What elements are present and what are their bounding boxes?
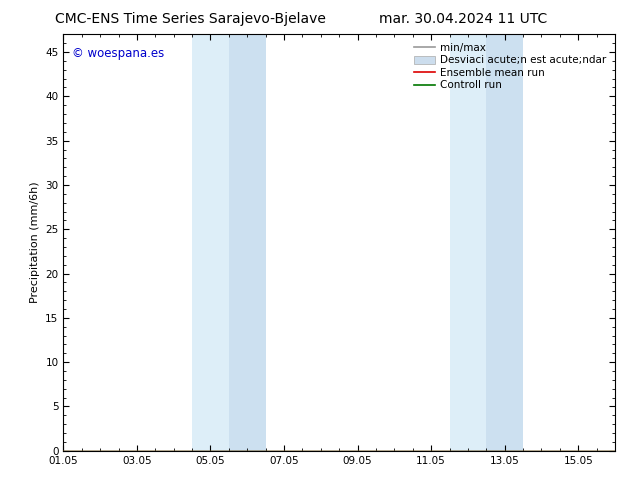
Bar <box>192 34 229 451</box>
Y-axis label: Precipitation (mm/6h): Precipitation (mm/6h) <box>30 182 40 303</box>
Bar <box>486 34 523 451</box>
Bar <box>229 34 266 451</box>
Bar <box>450 34 486 451</box>
Text: mar. 30.04.2024 11 UTC: mar. 30.04.2024 11 UTC <box>378 12 547 26</box>
Text: © woespana.es: © woespana.es <box>72 47 164 60</box>
Legend: min/max, Desviaci acute;n est acute;ndar, Ensemble mean run, Controll run: min/max, Desviaci acute;n est acute;ndar… <box>411 40 610 94</box>
Text: CMC-ENS Time Series Sarajevo-Bjelave: CMC-ENS Time Series Sarajevo-Bjelave <box>55 12 326 26</box>
